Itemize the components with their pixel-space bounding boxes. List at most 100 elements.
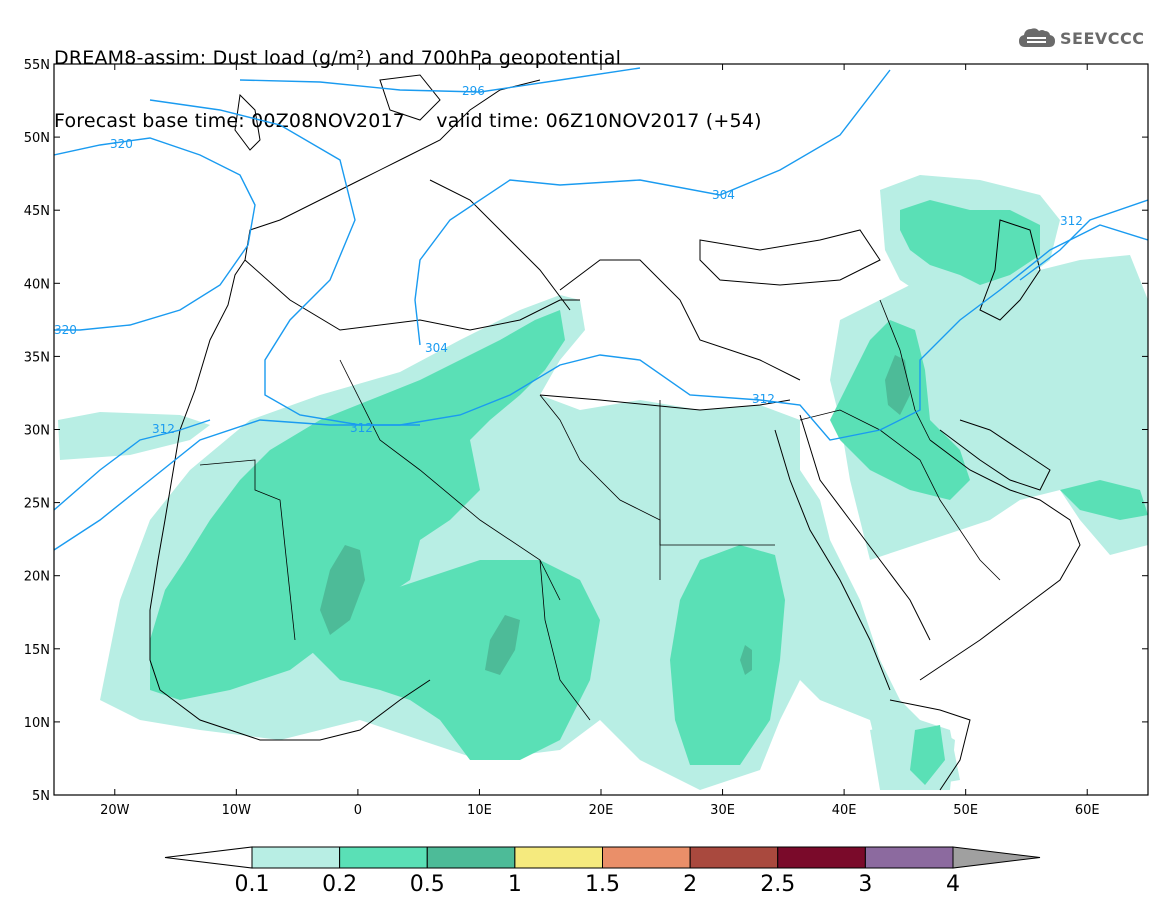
coastline-arabia (919, 439, 1081, 681)
coastline-horn (889, 699, 971, 791)
lat-label: 40N (24, 277, 50, 292)
dust-level-0.2-central-sahara (300, 560, 600, 760)
border-saudi (799, 409, 1001, 581)
dust-level-0.2-sudan (670, 545, 785, 765)
coastline-west-africa (149, 259, 431, 741)
contour-312-sahara (54, 224, 1148, 551)
lon-label: 10E (467, 803, 492, 818)
valid-time-label: valid time: 06Z10NOV2017 (+54) (436, 110, 762, 132)
colorbar-tick-label: 0.1 (235, 872, 270, 897)
coastline-persian-gulf (939, 419, 1051, 491)
colorbar-swatch (777, 846, 866, 869)
lon-label: 50E (953, 803, 978, 818)
coastline-black-sea (699, 229, 881, 286)
base-time-label: Forecast base time: 00Z08NOV2017 (54, 110, 406, 132)
lat-label: 55N (24, 58, 50, 73)
colorbar-swatch (426, 846, 516, 869)
title-line-1: DREAM8-assim: Dust load (g/m²) and 700hP… (54, 47, 622, 69)
contour-label: 312 (752, 392, 775, 406)
colorbar-swatch (864, 846, 954, 869)
lat-label: 30N (24, 424, 50, 439)
dust-level-0.5-mali (320, 545, 365, 635)
lon-axis: 20W 10W 0 10E 20E 30E 40E 50E 60E (100, 64, 1100, 818)
colorbar-upper-triangle (952, 846, 1041, 869)
coastline-europe (244, 79, 801, 381)
colorbar-lower-triangle (164, 846, 253, 869)
contour-304-east (414, 69, 891, 346)
lon-label: 20W (100, 803, 130, 818)
colorbar-swatch (602, 846, 691, 869)
coastline-britain (234, 74, 441, 151)
dust-fields (58, 175, 1148, 790)
lat-label: 20N (24, 570, 50, 585)
dust-level-0.1-canary (58, 412, 210, 460)
colorbar-swatch (689, 846, 779, 869)
lat-label: 5N (32, 789, 50, 804)
colorbar: 0.1 0.2 0.5 1 1.5 2 2.5 3 4 (164, 846, 1041, 897)
colorbar-tick-label: 3 (858, 872, 872, 897)
coastlines (149, 74, 1081, 791)
colorbar-tick-label: 4 (946, 872, 960, 897)
lon-label: 0 (354, 803, 362, 818)
contour-312-atlantic (54, 419, 211, 511)
dust-level-0.2-oman (1060, 480, 1148, 520)
colorbar-swatch (514, 846, 603, 869)
dust-level-0.5-niger (485, 615, 520, 675)
contour-labels: 296 320 304 312 320 312 304 312 312 (54, 84, 1083, 436)
lon-ticks (114, 64, 1088, 795)
dust-level-0.5-sudan (740, 645, 752, 675)
lon-label: 30E (710, 803, 735, 818)
cloud-icon (1019, 28, 1055, 47)
lon-label: 20E (589, 803, 614, 818)
colorbar-tick-label: 2 (683, 872, 697, 897)
map-title: DREAM8-assim: Dust load (g/m²) and 700hP… (54, 6, 762, 153)
lat-label: 35N (24, 350, 50, 365)
coastline-red-sea (774, 414, 931, 691)
border-mauritania (199, 459, 296, 641)
dust-level-0.5-iraq (885, 355, 910, 415)
lat-label: 45N (24, 204, 50, 219)
colorbar-tick-label: 0.5 (410, 872, 445, 897)
lat-label: 50N (24, 131, 50, 146)
coastline-caspian (979, 219, 1041, 321)
contour-label: 312 (350, 421, 373, 435)
contour-304 (149, 99, 420, 426)
contour-label: 320 (54, 323, 77, 337)
lat-label: 25N (24, 497, 50, 512)
dust-level-0.2-west-sahara (150, 310, 565, 700)
contour-312-east (1019, 199, 1148, 281)
seevccc-logo: SEEVCCC (1018, 26, 1145, 50)
contour-label: 312 (1060, 214, 1083, 228)
lon-label: 10W (222, 803, 252, 818)
coastline-mediterranean (244, 259, 791, 411)
lat-axis: 55N 50N 45N 40N 35N 30N 25N 20N 15N 10N 5N (24, 58, 1148, 804)
contour-label: 312 (152, 422, 175, 436)
title-line-2: Forecast base time: 00Z08NOV2017 valid t… (54, 111, 762, 132)
contour-296 (239, 67, 641, 93)
colorbar-tick-label: 1.5 (585, 872, 620, 897)
lat-ticks (54, 63, 1148, 796)
lat-labels: 55N 50N 45N 40N 35N 30N 25N 20N 15N 10N 5N (24, 58, 50, 804)
dust-level-0.2-horn (910, 725, 945, 785)
contour-label: 296 (462, 84, 485, 98)
colorbar-swatch (251, 846, 341, 869)
colorbar-tick-label: 0.2 (322, 872, 357, 897)
colorbar-tick-label: 1 (508, 872, 522, 897)
logo-text: SEEVCCC (1060, 28, 1145, 48)
contour-label: 304 (712, 188, 735, 202)
colorbar-tick-label: 2.5 (760, 872, 795, 897)
lon-label: 40E (832, 803, 857, 818)
border-chad (539, 559, 591, 721)
border-iraq-iran (879, 299, 931, 441)
contour-320-west (54, 137, 256, 331)
geopotential-contours (54, 67, 1148, 551)
border-algeria-mali (339, 359, 561, 601)
lat-label: 15N (24, 643, 50, 658)
contour-label: 320 (110, 137, 133, 151)
border-libya-egypt (539, 394, 775, 546)
colorbar-swatch (339, 846, 428, 869)
borders (199, 299, 1001, 721)
lon-labels: 20W 10W 0 10E 20E 30E 40E 50E 60E (100, 803, 1100, 818)
lat-label: 10N (24, 716, 50, 731)
